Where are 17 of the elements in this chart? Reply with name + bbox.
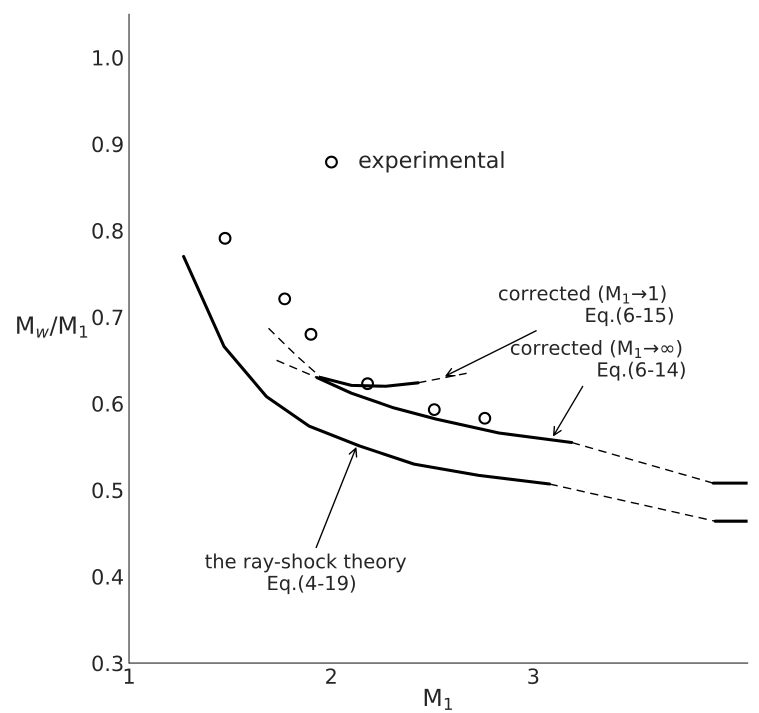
y-tick-label: 0.5 (92, 482, 122, 498)
y-axis-title: M$_{w}$/M$_{1}$ (17, 316, 88, 338)
legend-label: experimental (359, 151, 504, 173)
y-tick-label: 0.7 (92, 310, 122, 326)
annotation: the ray-shock theory Eq.(4-19) (205, 554, 406, 594)
y-tick-label: 0.4 (92, 569, 123, 585)
x-tick-label: 3 (528, 668, 538, 684)
y-tick-label: 0.8 (92, 222, 123, 239)
y-tick-label: 0.3 (92, 656, 122, 672)
x-tick-label: 1 (124, 668, 134, 684)
annotation: corrected (M$_{1}$→1) Eq.(6-15) (498, 286, 673, 326)
x-axis-title: M$_{1}$ (424, 688, 452, 710)
annotation: corrected (M$_{1}$→∞) Eq.(6-14) (510, 340, 685, 381)
x-tick-label: 2 (326, 668, 336, 684)
y-tick-label: 0.6 (92, 396, 123, 412)
y-tick-label: 1.0 (93, 50, 123, 66)
y-tick-label: 0.9 (92, 136, 123, 152)
